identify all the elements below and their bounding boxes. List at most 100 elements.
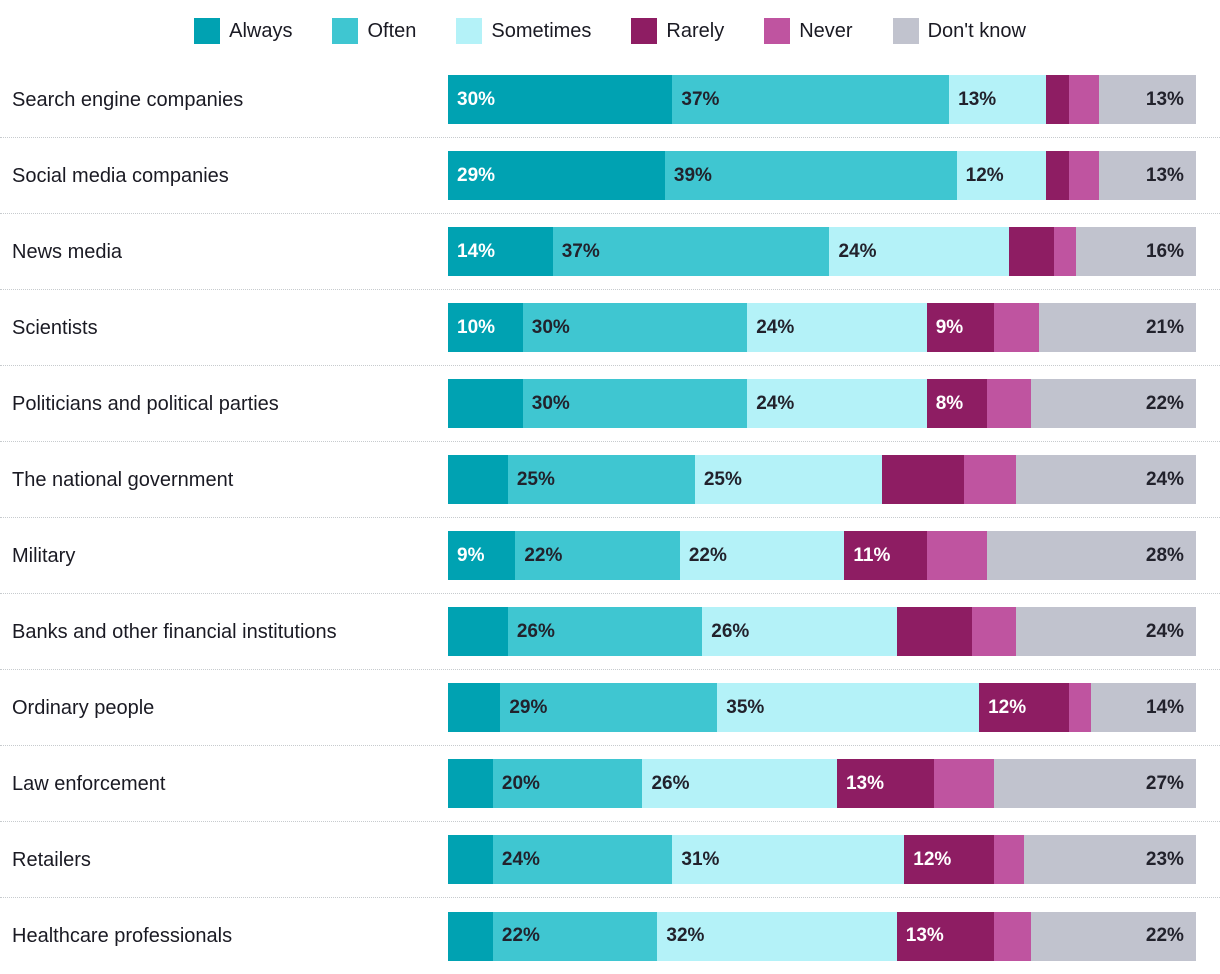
bar-segment-sometimes: 35% [717, 683, 980, 732]
stacked-bar: 29% 35% 12% 14% [448, 683, 1196, 732]
segment-value-label: 22% [501, 925, 540, 946]
bar-segment-don-t-know: 23% [1023, 835, 1196, 884]
segment-value-label: 26% [711, 620, 750, 642]
segment-value-label: 13% [1145, 164, 1184, 186]
bar-segment-always [448, 911, 493, 961]
bar-segment-sometimes: 25% [694, 455, 882, 504]
segment-value-label: 12% [913, 848, 952, 870]
segment-value-label: 24% [1145, 620, 1184, 642]
bar-segment-often: 37% [672, 75, 950, 124]
bar-segment-always [448, 835, 493, 884]
bar-segment-rarely [881, 455, 965, 504]
segment-value-label: 24% [756, 316, 795, 338]
row-label: Social media companies [12, 164, 229, 187]
bar-segment-always [448, 683, 501, 732]
bar-segment-always: 29% [448, 151, 665, 200]
chart-row: The national government 25% 25% 24% [0, 442, 1220, 518]
bar-segment-sometimes: 32% [657, 911, 897, 961]
chart-row: Politicians and political parties 30% 24% 8… [0, 366, 1220, 442]
bar-segment-often: 37% [552, 227, 830, 276]
row-label: Law enforcement [12, 772, 166, 795]
legend-item-don-t-know: Don't know [892, 18, 1026, 44]
chart-row: Retailers 24% 31% 12% 23% [0, 822, 1220, 898]
legend-swatch-never [764, 18, 791, 44]
bar-segment-often: 25% [507, 455, 695, 504]
chart-row: Search engine companies 30% 37% 13% 13% [0, 62, 1220, 138]
legend-label-often: Often [367, 19, 417, 42]
segment-value-label: 10% [457, 316, 496, 338]
chart-legend: Always Often Sometimes Rarely Never Don't kno… [0, 0, 1220, 62]
bar-segment-often: 20% [492, 759, 643, 808]
row-label: Search engine companies [12, 88, 244, 111]
bar-segment-rarely [896, 607, 972, 656]
bar-segment-always [448, 455, 508, 504]
segment-value-label: 29% [509, 696, 548, 718]
bar-segment-always [448, 607, 508, 656]
bar-segment-sometimes: 26% [642, 759, 837, 808]
bar-segment-rarely: 11% [844, 531, 927, 580]
segment-value-label: 23% [1145, 848, 1184, 870]
segment-value-label: 31% [681, 848, 720, 870]
row-label: Retailers [12, 848, 91, 871]
row-label: Banks and other financial institutions [12, 620, 337, 643]
bar-segment-often: 30% [522, 379, 748, 428]
bar-segment-often: 22% [515, 531, 680, 580]
bar-segment-sometimes: 24% [829, 227, 1009, 276]
segment-value-label: 22% [524, 544, 563, 566]
bar-segment-never [986, 379, 1032, 428]
segment-value-label: 30% [457, 88, 496, 110]
row-label: Healthcare professionals [12, 925, 233, 947]
bar-segment-never [964, 455, 1017, 504]
bar-segment-never [994, 835, 1024, 884]
bar-segment-sometimes: 24% [747, 379, 927, 428]
stacked-bar: 22% 32% 13% 22% [448, 911, 1196, 961]
stacked-bar: 24% 31% 12% 23% [448, 835, 1196, 884]
bar-segment-often: 30% [522, 303, 748, 352]
bar-segment-sometimes: 22% [679, 531, 845, 580]
segment-value-label: 22% [1145, 925, 1184, 946]
bar-segment-rarely: 13% [896, 911, 995, 961]
segment-value-label: 24% [756, 392, 795, 414]
bar-segment-never [994, 303, 1039, 352]
bar-segment-never [926, 531, 987, 580]
bar-segment-don-t-know: 22% [1031, 379, 1196, 428]
legend-label-rarely: Rarely [666, 19, 725, 42]
legend-label-sometimes: Sometimes [491, 19, 592, 42]
chart-row: Social media companies 29% 39% 12% 13% [0, 138, 1220, 214]
segment-value-label: 9% [457, 544, 485, 566]
row-label: Military [12, 544, 76, 567]
bar-segment-sometimes: 13% [949, 75, 1047, 124]
bar-segment-rarely: 12% [979, 683, 1069, 732]
bar-segment-rarely [1008, 227, 1054, 276]
bar-segment-often: 24% [492, 835, 673, 884]
segment-value-label: 32% [666, 925, 705, 946]
legend-swatch-always [194, 18, 221, 44]
bar-segment-sometimes: 26% [702, 607, 897, 656]
legend-label-always: Always [229, 19, 293, 42]
stacked-bar: 20% 26% 13% 27% [448, 759, 1196, 808]
stacked-bar: 30% 37% 13% 13% [448, 75, 1196, 124]
segment-value-label: 26% [651, 772, 690, 794]
row-label: Politicians and political parties [12, 392, 279, 415]
legend-label-never: Never [799, 19, 853, 42]
legend-item-sometimes: Sometimes [456, 18, 591, 44]
chart-row: Law enforcement 20% 26% 13% 27% [0, 746, 1220, 822]
segment-value-label: 13% [958, 88, 997, 110]
segment-value-label: 11% [853, 544, 891, 566]
segment-value-label: 16% [1145, 240, 1184, 262]
bar-segment-never [1068, 683, 1092, 732]
segment-value-label: 8% [935, 392, 964, 414]
chart-row: Banks and other financial institutions 26… [0, 594, 1220, 670]
bar-segment-never [994, 911, 1032, 961]
bar-segment-don-t-know: 16% [1076, 227, 1196, 276]
stacked-bar: 25% 25% 24% [448, 455, 1196, 504]
bar-segment-never [971, 607, 1017, 656]
stacked-bar: 29% 39% 12% 13% [448, 151, 1196, 200]
bar-segment-often: 39% [664, 151, 957, 200]
stacked-bar: 30% 24% 8% 22% [448, 379, 1196, 428]
bar-segment-don-t-know: 27% [994, 759, 1196, 808]
bar-segment-don-t-know: 13% [1098, 151, 1196, 200]
bar-segment-always [448, 379, 523, 428]
chart-row: Scientists 10% 30% 24% 9% 21% [0, 290, 1220, 366]
bar-segment-often: 29% [500, 683, 718, 732]
